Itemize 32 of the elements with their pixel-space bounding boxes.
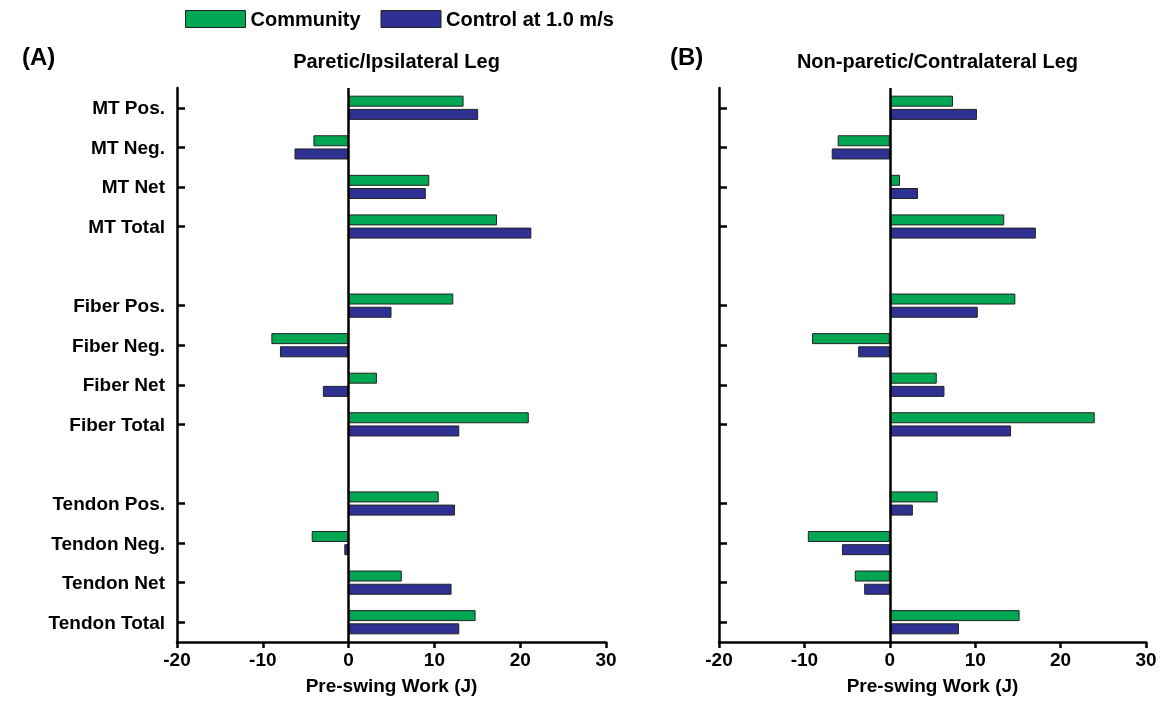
- y-tick-label: MT Neg.: [91, 136, 165, 158]
- y-tick-label: Tendon Pos.: [52, 493, 165, 514]
- y-tick-label: Tendon Net: [61, 572, 166, 594]
- y-tick-label: Fiber Neg.: [72, 334, 165, 356]
- x-tick-label: -20: [163, 649, 191, 670]
- x-tick-label: 10: [423, 649, 445, 670]
- y-tick-label: Fiber Net: [82, 374, 166, 396]
- y-tick-label: Tendon Neg.: [51, 532, 165, 554]
- x-tick-label: -20: [705, 649, 733, 670]
- x-axis-title: Pre-swing Work (J): [846, 675, 1019, 696]
- x-tick-label: 30: [1135, 649, 1157, 670]
- y-tick-label: Fiber Pos.: [73, 295, 165, 317]
- x-tick-label: 30: [595, 649, 617, 670]
- x-tick-label: 20: [509, 649, 531, 670]
- legend-label: Control at 1.0 m/s: [446, 8, 614, 30]
- legend-label: Community: [250, 8, 362, 30]
- x-tick-label: 20: [1050, 649, 1072, 670]
- x-tick-label: 0: [343, 649, 354, 670]
- x-tick-label: 0: [884, 649, 896, 670]
- y-tick-label: MT Pos.: [92, 97, 165, 119]
- text: (A): [22, 42, 56, 70]
- chart-title: Non-paretic/Contralateral Leg: [796, 50, 1079, 72]
- x-axis-title: Pre-swing Work (J): [305, 675, 478, 696]
- x-tick-label: 10: [964, 649, 986, 670]
- y-tick-label: Fiber Total: [69, 413, 165, 435]
- x-tick-label: -10: [790, 649, 819, 670]
- y-tick-label: MT Net: [101, 176, 166, 198]
- chart-title: Paretic/Ipsilateral Leg: [293, 50, 500, 72]
- x-tick-label: -10: [249, 649, 277, 670]
- y-tick-label: MT Total: [88, 216, 165, 237]
- text: (B): [670, 42, 704, 70]
- y-tick-label: Tendon Total: [48, 611, 165, 633]
